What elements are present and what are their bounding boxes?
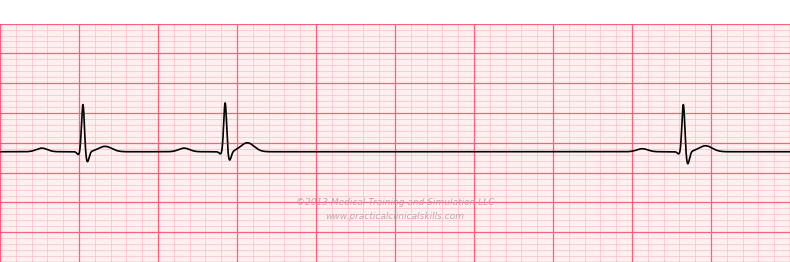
Text: ©2013 Medical Training and Simulation LLC
www.practicalclinicalskills.com: ©2013 Medical Training and Simulation LL… xyxy=(295,198,495,221)
